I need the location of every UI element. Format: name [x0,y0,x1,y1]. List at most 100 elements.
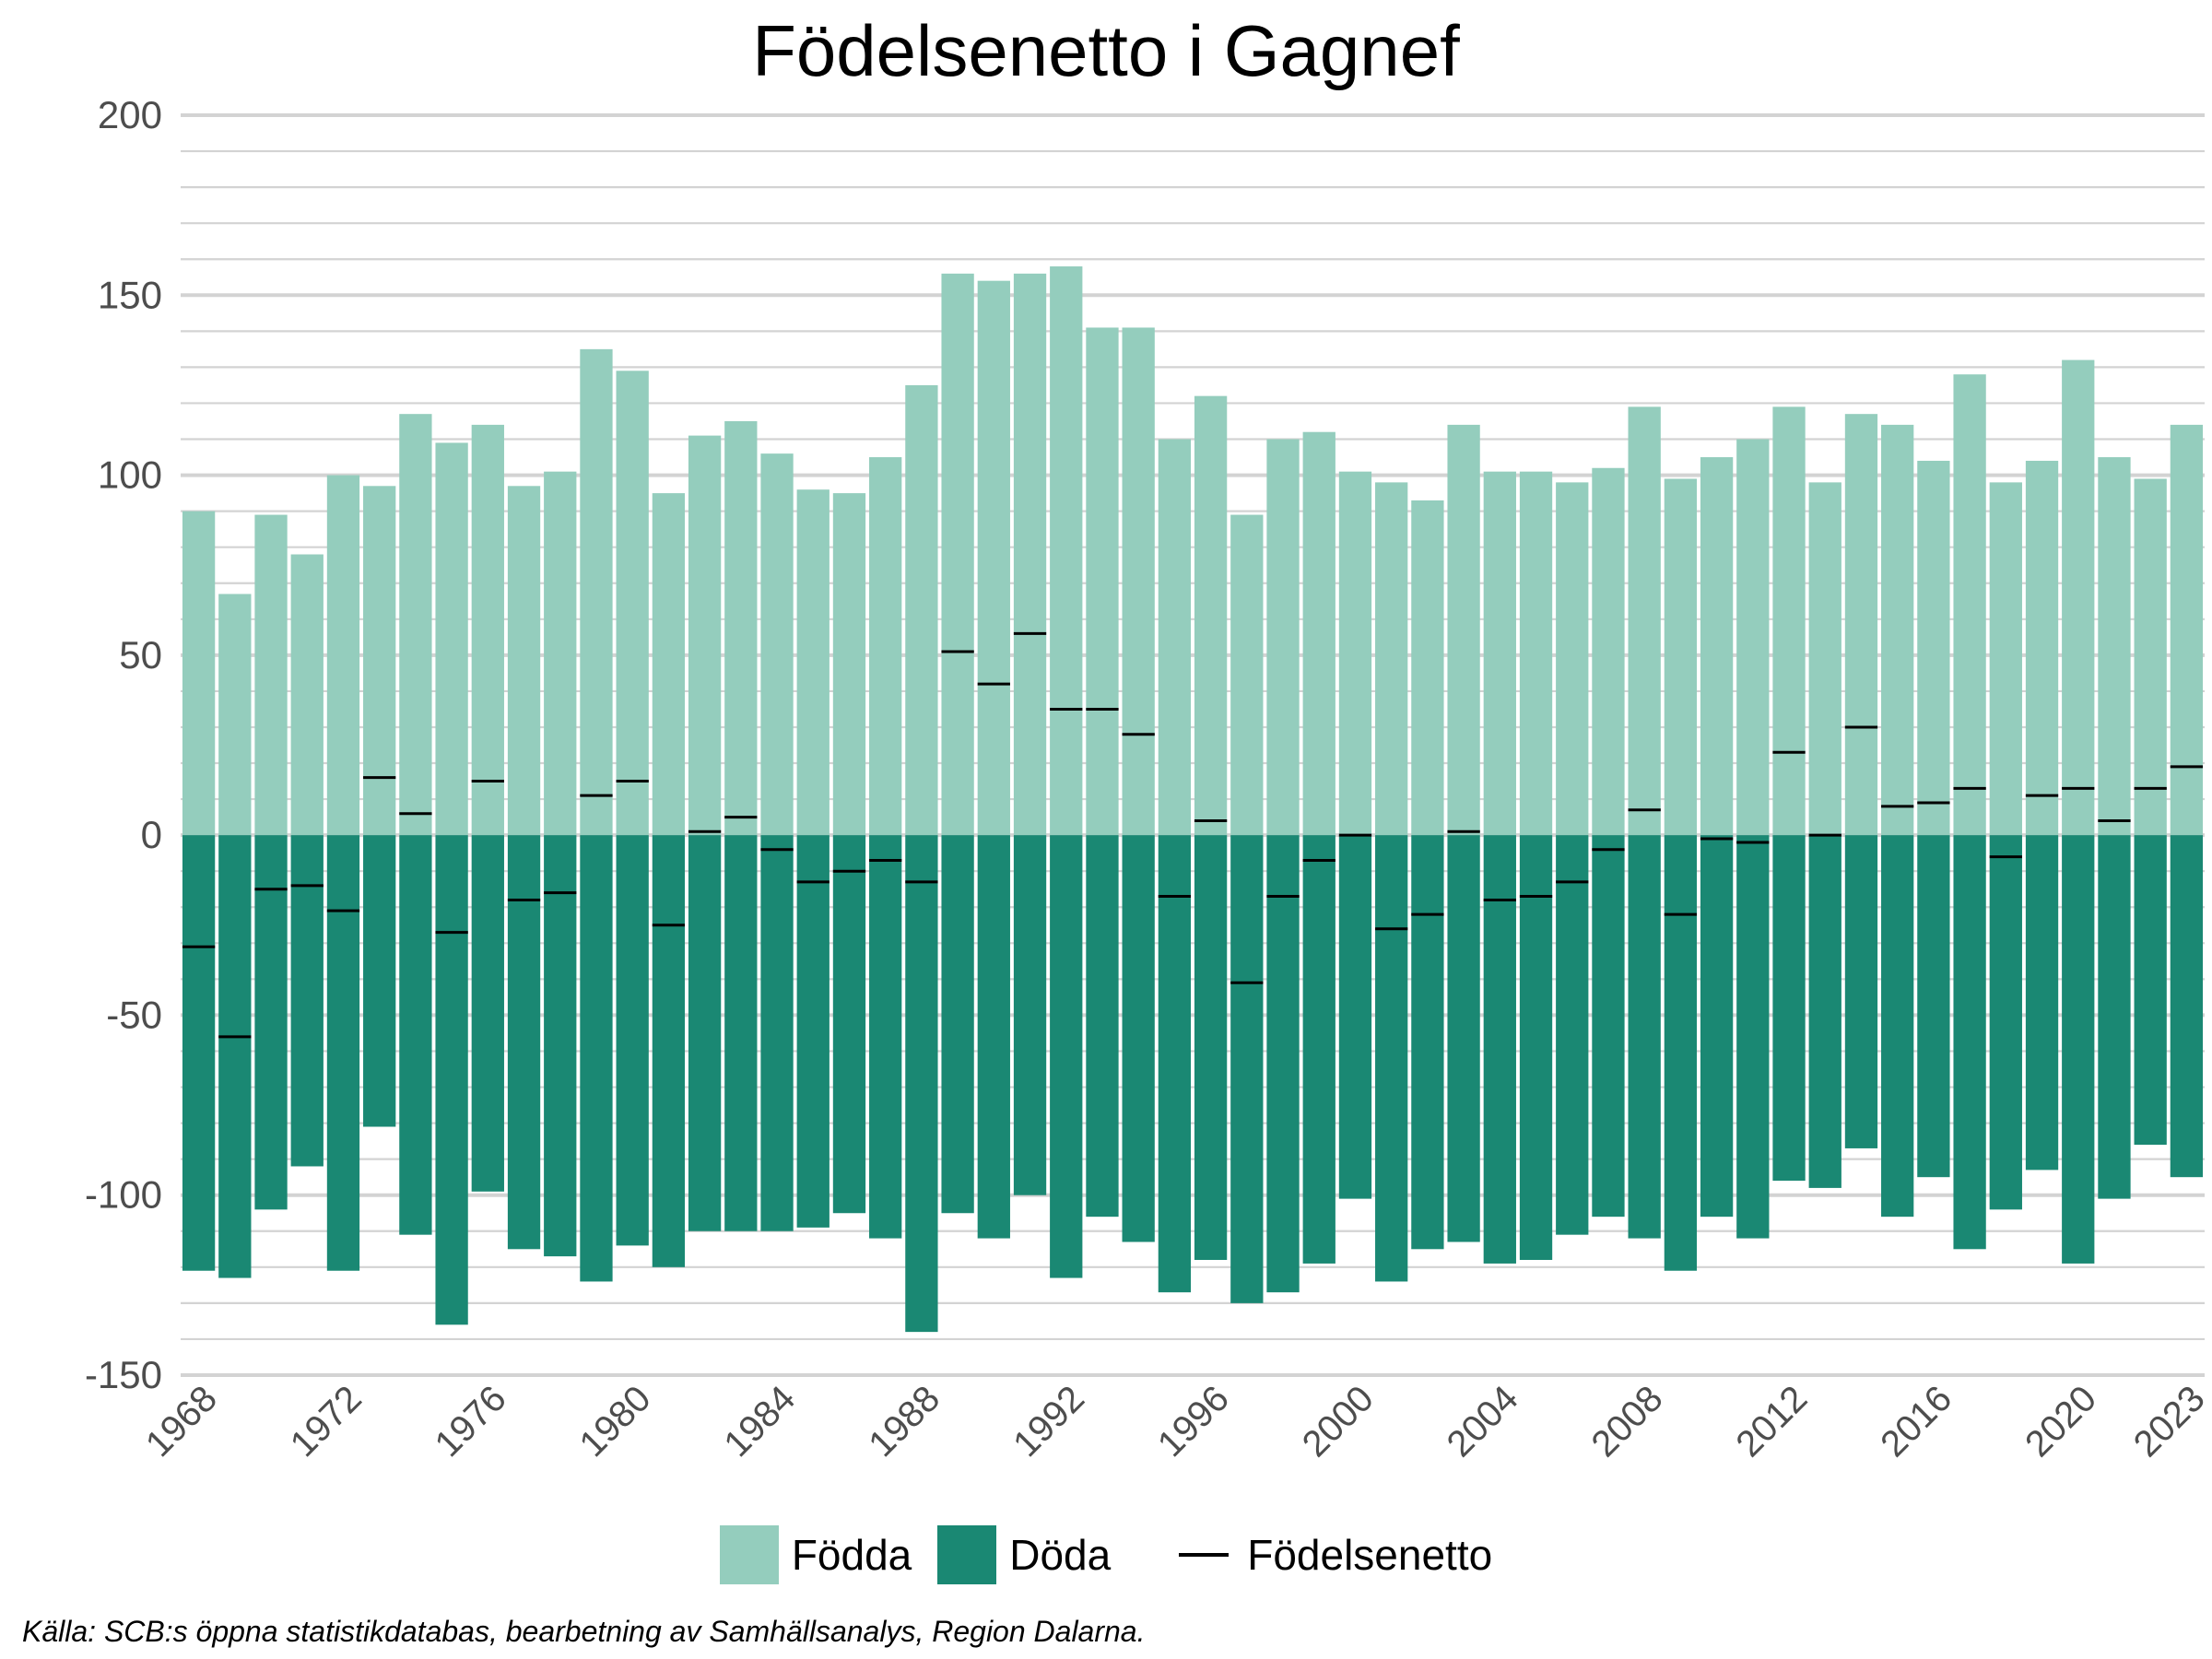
legend-item-fodelsenetto: Födelsenetto [1173,1530,1492,1580]
x-tick-label: 2004 [1440,1378,1526,1465]
bar-doda-1998 [1266,835,1300,1293]
bar-doda-2019 [2025,835,2059,1171]
chart-title: Födelsenetto i Gagnef [752,10,1460,91]
bar-doda-1993 [1086,835,1119,1218]
bar-doda-2016 [1917,835,1950,1178]
bar-fodda-2006 [1556,482,1589,836]
bar-doda-2011 [1736,835,1770,1239]
bar-doda-2002 [1411,835,1444,1250]
bar-doda-2000 [1338,835,1372,1199]
bar-fodda-1992 [1050,266,1083,836]
bar-fodda-1975 [435,442,468,836]
bar-doda-1987 [869,835,902,1239]
bar-doda-1999 [1302,835,1335,1264]
x-tick-label: 2020 [2018,1378,2104,1465]
bar-fodda-1993 [1086,327,1119,836]
bar-fodda-2020 [2062,359,2095,836]
y-tick-label: -150 [85,1353,162,1396]
y-tick-label: 0 [141,813,162,856]
bar-doda-2017 [1953,835,1986,1250]
bar-doda-1968 [182,835,216,1271]
bar-fodda-1969 [218,594,252,836]
bar-fodda-1979 [580,348,613,836]
bar-doda-2001 [1375,835,1408,1282]
legend-swatch-doda [937,1525,997,1584]
bar-fodda-1991 [1013,273,1047,836]
bar-fodda-1998 [1266,439,1300,836]
bar-doda-1994 [1122,835,1155,1242]
x-tick-label: 1996 [1150,1378,1237,1465]
x-tick-label: 2000 [1295,1378,1382,1465]
bar-doda-1980 [616,835,649,1246]
legend-item-fodda: Födda [719,1525,912,1584]
bar-fodda-1980 [616,371,649,836]
bar-fodda-2003 [1447,424,1480,836]
bar-fodda-2012 [1772,406,1806,836]
bar-fodda-2014 [1844,414,1878,836]
bar-doda-2021 [2098,835,2131,1199]
bar-doda-1983 [724,835,758,1231]
bar-fodda-1999 [1302,431,1335,836]
bar-fodda-2000 [1338,471,1372,836]
bar-doda-1997 [1230,835,1264,1303]
bar-doda-1971 [290,835,324,1167]
bar-doda-2013 [1808,835,1841,1188]
bar-fodda-2019 [2025,460,2059,836]
legend-line-fodelsenetto [1179,1553,1230,1557]
bar-fodda-1988 [905,384,938,836]
bar-fodda-1986 [832,493,866,836]
bar-fodda-1984 [760,453,794,836]
bar-fodda-1985 [796,489,830,836]
bar-fodda-1989 [941,273,974,836]
bar-doda-1972 [326,835,360,1271]
y-tick-label: 50 [119,633,162,677]
bar-fodda-2001 [1375,482,1408,836]
bar-doda-1992 [1050,835,1083,1278]
bar-doda-2014 [1844,835,1878,1148]
bar-fodda-1971 [290,554,324,836]
bar-fodda-1968 [182,511,216,836]
legend-swatch-fodda [719,1525,779,1584]
bar-doda-1996 [1194,835,1228,1261]
bar-doda-1982 [688,835,722,1231]
bar-fodda-2010 [1700,457,1734,836]
bar-doda-1986 [832,835,866,1214]
source-note: Källa: SCB:s öppna statistikdatabas, bea… [22,1615,1146,1648]
bar-fodda-1973 [363,486,396,836]
bar-fodda-1976 [471,424,504,836]
y-tick-label: -100 [85,1173,162,1217]
bar-doda-2018 [1989,835,2022,1210]
bar-fodda-2015 [1881,424,1914,836]
bar-doda-2015 [1881,835,1914,1218]
x-tick-label: 1980 [572,1378,659,1465]
bar-doda-1973 [363,835,396,1127]
bar-doda-2007 [1592,835,1625,1218]
bar-doda-1988 [905,835,938,1333]
legend-item-doda: Döda [937,1525,1111,1584]
x-tick-label: 2023 [2126,1378,2212,1465]
bar-fodda-2021 [2098,457,2131,836]
x-tick-label: 1992 [1006,1378,1092,1465]
bar-fodda-2008 [1628,406,1661,836]
bar-fodda-1983 [724,420,758,836]
bar-fodda-2004 [1483,471,1516,836]
legend-label-fodelsenetto: Födelsenetto [1247,1531,1493,1579]
bar-doda-2008 [1628,835,1661,1239]
bar-doda-2022 [2134,835,2167,1146]
bar-fodda-1972 [326,475,360,836]
bar-doda-1984 [760,835,794,1231]
bar-doda-1974 [399,835,432,1235]
legend: Födda Döda Födelsenetto [0,1525,2212,1584]
bar-doda-2012 [1772,835,1806,1182]
bar-fodda-2018 [1989,482,2022,836]
bar-fodda-2023 [2170,424,2204,836]
bar-fodda-1978 [544,471,577,836]
bar-doda-1970 [254,835,288,1210]
x-tick-label: 2016 [1873,1378,1959,1465]
bar-fodda-1995 [1158,439,1192,836]
bar-fodda-1997 [1230,514,1264,836]
bar-doda-2023 [2170,835,2204,1178]
bar-fodda-1982 [688,435,722,836]
bar-doda-2003 [1447,835,1480,1242]
